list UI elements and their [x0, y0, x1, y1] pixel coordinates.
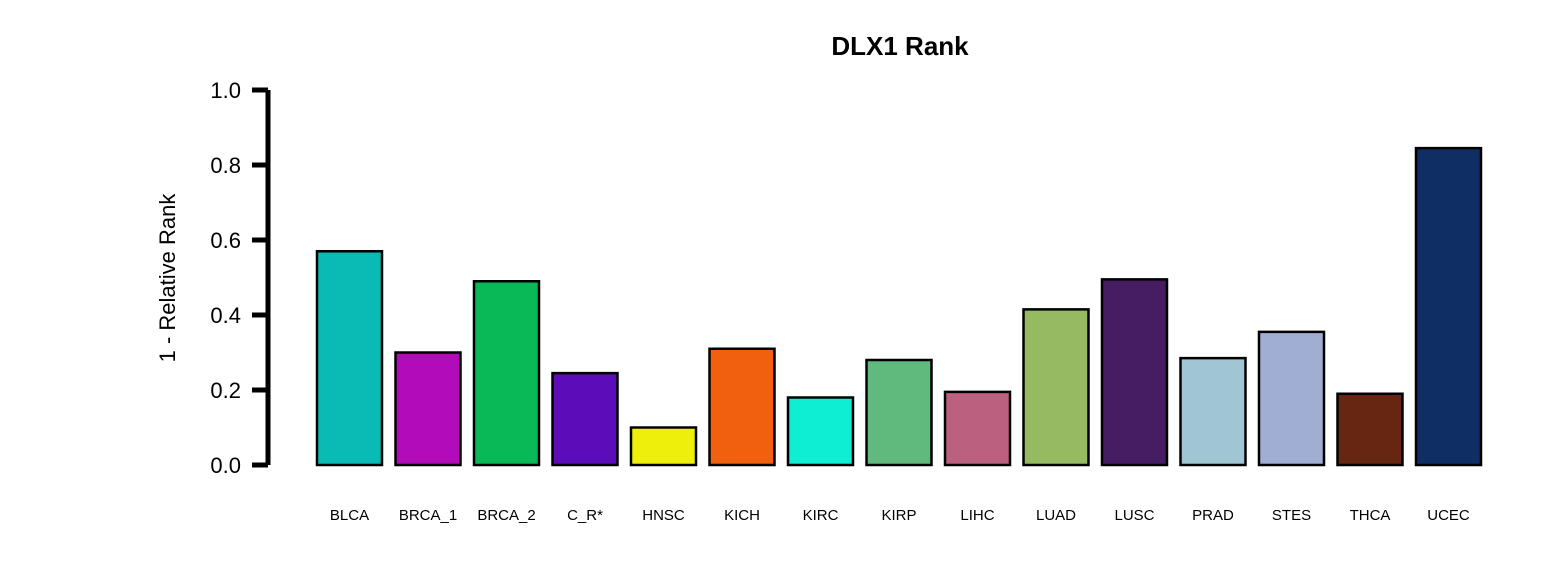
x-tick-label: UCEC [1427, 507, 1470, 524]
bar-luad [1022, 308, 1090, 467]
bar-lihc [943, 390, 1012, 467]
y-tick-label: 0.2 [210, 378, 241, 403]
y-axis: 0.0 0.2 0.4 0.6 0.8 1.0 [210, 78, 271, 478]
bar-ucec [1414, 146, 1483, 467]
x-tick-label: STES [1272, 507, 1311, 524]
chart-title: DLX1 Rank [831, 31, 969, 61]
y-tick-label: 0.8 [210, 153, 241, 178]
bar-thca [1336, 392, 1404, 467]
bar-brca-1 [394, 351, 462, 467]
x-tick-labels: BLCA BRCA_1 BRCA_2 C_R* HNSC KICH KIRC KIRP LIHC… [330, 507, 1470, 524]
bar-brca-2 [472, 280, 541, 467]
bar-c-r [551, 371, 619, 467]
bar-kich [708, 347, 776, 467]
bar-prad [1179, 356, 1247, 467]
x-tick-label: BLCA [330, 507, 369, 524]
y-tick-label: 0.4 [210, 303, 241, 328]
x-tick-label: KICH [724, 507, 760, 524]
x-tick-label: KIRC [803, 507, 839, 524]
x-tick-label: LIHC [960, 507, 994, 524]
y-axis-label: 1 - Relative Rank [155, 193, 180, 363]
y-tick-label: 0.6 [210, 228, 241, 253]
bar-stes [1257, 330, 1326, 467]
x-tick-label: HNSC [642, 507, 685, 524]
bar-kirc [786, 396, 855, 467]
x-tick-label: PRAD [1192, 507, 1234, 524]
x-tick-label: THCA [1350, 507, 1391, 524]
y-tick-label: 0.0 [210, 453, 241, 478]
bar-lusc [1100, 278, 1169, 467]
x-tick-label: KIRP [881, 507, 916, 524]
x-tick-label: LUSC [1114, 507, 1154, 524]
x-tick-label: BRCA_1 [399, 507, 457, 524]
x-tick-label: LUAD [1036, 507, 1076, 524]
bars-group [315, 146, 1483, 467]
y-tick-label: 1.0 [210, 78, 241, 103]
x-tick-label: BRCA_2 [477, 507, 535, 524]
bar-blca [315, 250, 384, 467]
x-tick-label: C_R* [567, 507, 603, 524]
bar-hnsc [629, 426, 698, 467]
bar-kirp [865, 358, 933, 467]
